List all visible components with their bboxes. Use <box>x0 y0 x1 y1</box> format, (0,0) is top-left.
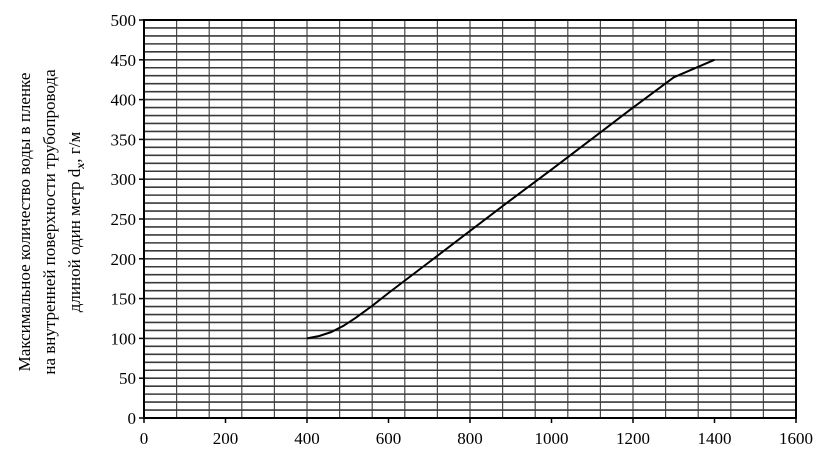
y-tick-label: 50 <box>119 369 136 388</box>
y-tick-label: 0 <box>128 409 137 428</box>
y-tick-label: 400 <box>111 91 137 110</box>
series <box>306 58 715 340</box>
y-tick-label: 500 <box>111 11 137 30</box>
y-tick-label: 250 <box>111 210 137 229</box>
grid <box>144 20 796 418</box>
y-tick-label: 100 <box>111 329 137 348</box>
y-tick-label: 350 <box>111 130 137 149</box>
y-axis-label-line-3: длиной один метр dx, г/м <box>65 132 87 313</box>
y-tick-label: 300 <box>111 170 137 189</box>
x-tick-label: 1000 <box>535 429 569 448</box>
x-tick-label: 1200 <box>616 429 650 448</box>
x-tick-label: 200 <box>213 429 239 448</box>
x-tick-label: 800 <box>457 429 483 448</box>
x-tick-label: 1600 <box>779 429 813 448</box>
x-tick-label: 400 <box>294 429 320 448</box>
tick-labels: 0 200 400 600 800 1000 1200 1400 1600 0 50 100 150 20… <box>111 11 814 448</box>
series-line-1 <box>306 58 715 340</box>
y-axis-label-unit: , г/м <box>65 132 84 163</box>
y-axis-label-line-1: Максимальное количество воды в пленке <box>15 73 34 372</box>
x-tick-label: 1400 <box>698 429 732 448</box>
axes <box>139 19 797 423</box>
y-axis-label-main: длиной один метр d <box>65 168 84 312</box>
y-axis-label: Максимальное количество воды в пленке на… <box>15 69 87 375</box>
y-axis-label-line-2: на внутренней поверхности трубопровода <box>40 69 59 375</box>
y-tick-label: 200 <box>111 250 137 269</box>
y-axis-label-subscript: x <box>73 163 87 170</box>
y-tick-label: 150 <box>111 290 137 309</box>
x-tick-label: 0 <box>140 429 149 448</box>
y-tick-label: 450 <box>111 51 137 70</box>
x-tick-label: 600 <box>376 429 402 448</box>
